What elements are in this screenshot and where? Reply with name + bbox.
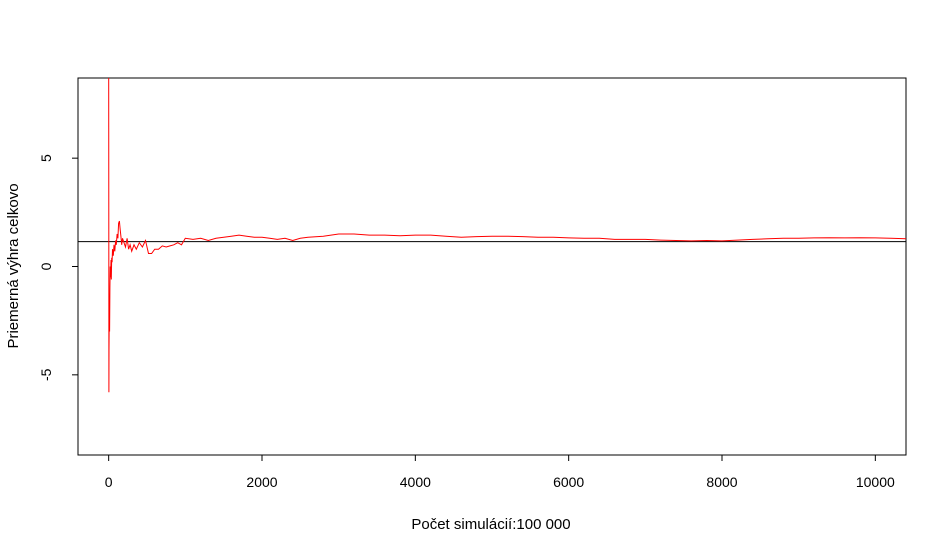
x-axis-title: Počet simulácií:100 000 [411, 516, 570, 533]
x-tick-label: 4000 [400, 474, 431, 490]
y-tick-label: 5 [38, 154, 54, 162]
series-line [108, 77, 907, 393]
y-axis-title: Priemerná výhra celkovo [5, 183, 22, 348]
y-tick-label: 0 [38, 262, 54, 270]
y-tick-label: -5 [38, 368, 54, 381]
x-tick-label: 6000 [553, 474, 584, 490]
x-tick-label: 8000 [706, 474, 737, 490]
y-axis: -5 0 5 [38, 154, 78, 381]
x-tick-label: 0 [105, 474, 113, 490]
x-tick-label: 2000 [246, 474, 277, 490]
x-axis: 0 2000 4000 6000 8000 10000 [105, 455, 895, 490]
x-tick-label: 10000 [856, 474, 895, 490]
plot-frame [77, 77, 907, 456]
